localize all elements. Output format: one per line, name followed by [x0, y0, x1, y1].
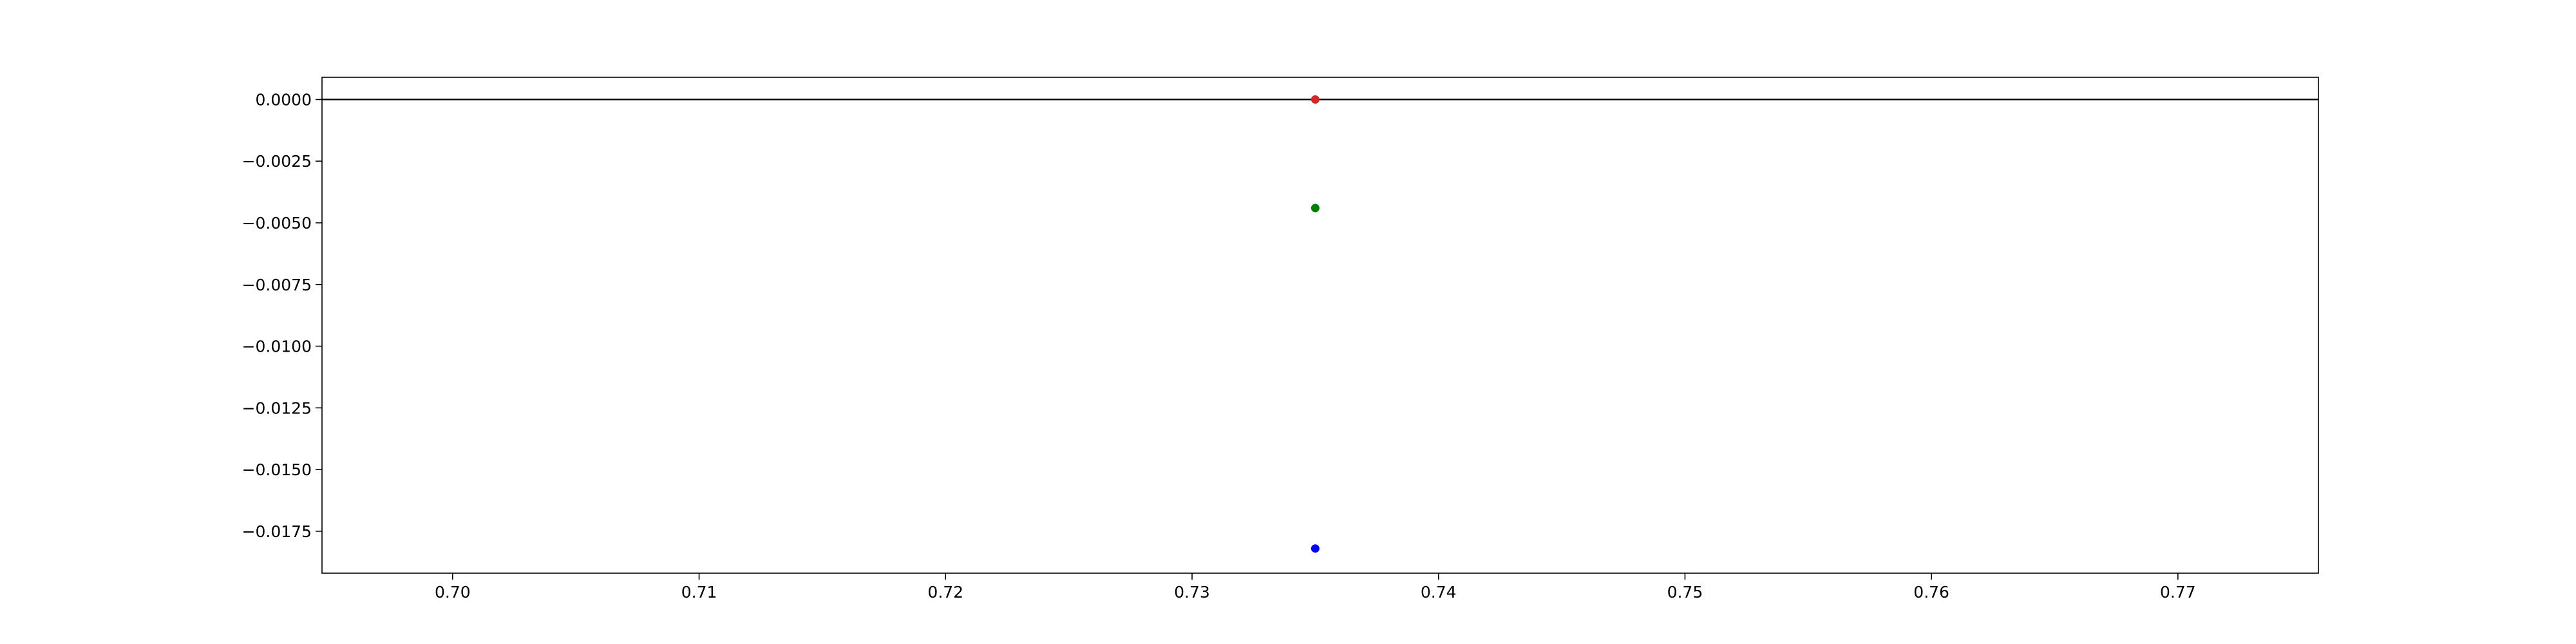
data-point	[1311, 544, 1320, 553]
data-marks	[322, 95, 2318, 553]
data-point	[1311, 95, 1320, 104]
y-tick-label: 0.0000	[256, 90, 312, 109]
y-tick-label: −0.0100	[242, 337, 312, 356]
x-tick-label: 0.70	[435, 583, 471, 601]
y-tick-label: −0.0050	[242, 214, 312, 232]
x-tick-label: 0.74	[1421, 583, 1457, 601]
x-tick-label: 0.77	[2160, 583, 2196, 601]
data-point	[1311, 204, 1320, 213]
plot-frame	[321, 77, 2319, 574]
y-tick-label: −0.0175	[242, 522, 312, 541]
y-tick-label: −0.0150	[242, 460, 312, 479]
x-tick-label: 0.73	[1174, 583, 1210, 601]
x-tick-label: 0.76	[1913, 583, 1949, 601]
x-tick-label: 0.71	[681, 583, 717, 601]
x-tick-label: 0.72	[927, 583, 963, 601]
y-tick-label: −0.0125	[242, 399, 312, 417]
y-tick-label: −0.0025	[242, 152, 312, 171]
y-tick-label: −0.0075	[242, 276, 312, 294]
axes: 0.70 0.71 0.72 0.73 0.74 0.75 0.76 0.77 0.0000 −0…	[242, 90, 2196, 601]
x-tick-label: 0.75	[1667, 583, 1703, 601]
